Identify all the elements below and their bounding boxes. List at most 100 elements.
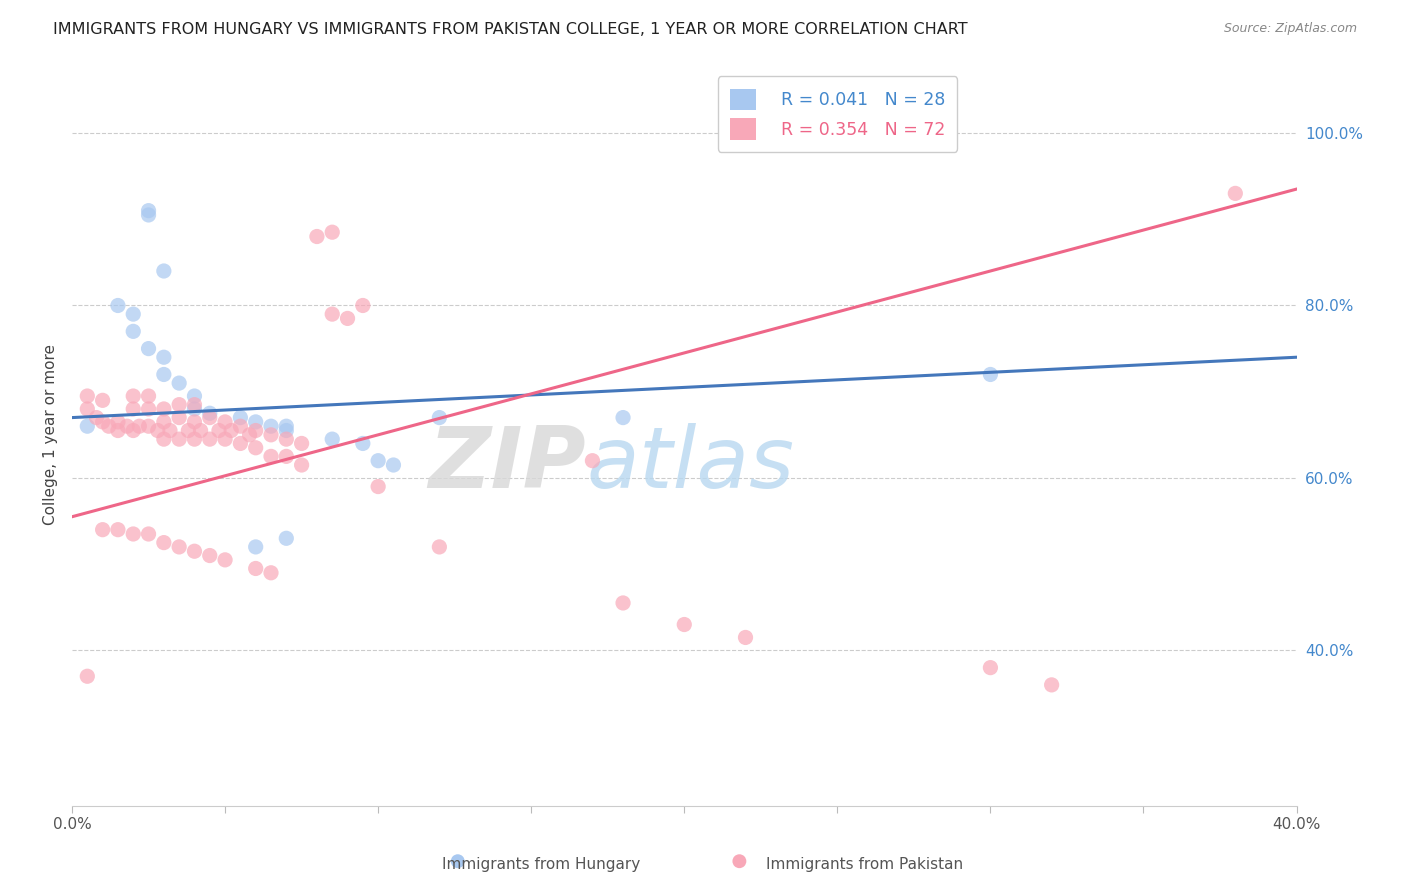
Point xyxy=(367,479,389,493)
Point xyxy=(153,264,176,278)
Point xyxy=(122,527,145,541)
Point xyxy=(198,549,221,563)
Point xyxy=(367,453,389,467)
Legend:   R = 0.041   N = 28,   R = 0.354   N = 72: R = 0.041 N = 28, R = 0.354 N = 72 xyxy=(717,77,957,152)
Point xyxy=(183,432,205,446)
Point xyxy=(91,523,114,537)
Point xyxy=(183,389,205,403)
Point xyxy=(321,225,343,239)
Point xyxy=(115,419,138,434)
Point xyxy=(138,208,160,222)
Point xyxy=(214,553,236,567)
Point xyxy=(245,441,267,455)
Point xyxy=(167,540,190,554)
Point xyxy=(198,406,221,420)
Point xyxy=(91,393,114,408)
Point xyxy=(146,424,169,438)
Text: Source: ZipAtlas.com: Source: ZipAtlas.com xyxy=(1223,22,1357,36)
Point xyxy=(427,410,450,425)
Text: IMMIGRANTS FROM HUNGARY VS IMMIGRANTS FROM PAKISTAN COLLEGE, 1 YEAR OR MORE CORR: IMMIGRANTS FROM HUNGARY VS IMMIGRANTS FR… xyxy=(53,22,969,37)
Point xyxy=(107,523,129,537)
Point xyxy=(239,427,262,442)
Point xyxy=(86,410,108,425)
Point xyxy=(291,436,314,450)
Point xyxy=(198,410,221,425)
Point xyxy=(979,660,1001,674)
Point xyxy=(190,424,212,438)
Point xyxy=(229,419,252,434)
Point xyxy=(167,376,190,390)
Point xyxy=(612,596,634,610)
Text: Immigrants from Hungary: Immigrants from Hungary xyxy=(441,857,641,872)
Point xyxy=(321,432,343,446)
Point xyxy=(291,458,314,472)
Point xyxy=(153,401,176,416)
Text: atlas: atlas xyxy=(586,423,794,506)
Point xyxy=(107,415,129,429)
Point xyxy=(167,410,190,425)
Point xyxy=(122,324,145,338)
Point xyxy=(427,540,450,554)
Point xyxy=(159,424,181,438)
Point xyxy=(581,453,603,467)
Point xyxy=(352,298,374,312)
Point xyxy=(276,424,298,438)
Point xyxy=(229,410,252,425)
Point xyxy=(183,398,205,412)
Point xyxy=(153,535,176,549)
Point xyxy=(214,432,236,446)
Point xyxy=(198,432,221,446)
Point xyxy=(138,389,160,403)
Point xyxy=(122,307,145,321)
Point xyxy=(128,419,150,434)
Point xyxy=(153,368,176,382)
Point xyxy=(153,432,176,446)
Point xyxy=(673,617,696,632)
Point xyxy=(183,544,205,558)
Point xyxy=(97,419,120,434)
Point xyxy=(122,401,145,416)
Point xyxy=(107,298,129,312)
Point xyxy=(1040,678,1063,692)
Point xyxy=(153,415,176,429)
Text: ZIP: ZIP xyxy=(429,423,586,506)
Point xyxy=(107,424,129,438)
Point xyxy=(76,419,98,434)
Point xyxy=(138,203,160,218)
Point xyxy=(76,669,98,683)
Point xyxy=(183,415,205,429)
Point xyxy=(208,424,231,438)
Point xyxy=(321,307,343,321)
Point xyxy=(276,531,298,545)
Point xyxy=(153,350,176,364)
Point xyxy=(1225,186,1247,201)
Point xyxy=(138,401,160,416)
Point xyxy=(276,419,298,434)
Point xyxy=(177,424,200,438)
Point xyxy=(245,415,267,429)
Point xyxy=(183,401,205,416)
Point xyxy=(229,436,252,450)
Point xyxy=(167,432,190,446)
Point xyxy=(382,458,405,472)
Point xyxy=(276,432,298,446)
Point xyxy=(336,311,359,326)
Point xyxy=(260,450,283,464)
Y-axis label: College, 1 year or more: College, 1 year or more xyxy=(44,344,58,525)
Point xyxy=(167,398,190,412)
Point xyxy=(122,389,145,403)
Text: Immigrants from Pakistan: Immigrants from Pakistan xyxy=(766,857,963,872)
Point xyxy=(260,427,283,442)
Point xyxy=(214,415,236,429)
Point xyxy=(612,410,634,425)
Point xyxy=(219,424,242,438)
Point xyxy=(352,436,374,450)
Point xyxy=(138,342,160,356)
Point xyxy=(979,368,1001,382)
Point xyxy=(245,540,267,554)
Point xyxy=(91,415,114,429)
Point xyxy=(245,561,267,575)
Point xyxy=(734,631,756,645)
Point xyxy=(260,566,283,580)
Point xyxy=(138,527,160,541)
